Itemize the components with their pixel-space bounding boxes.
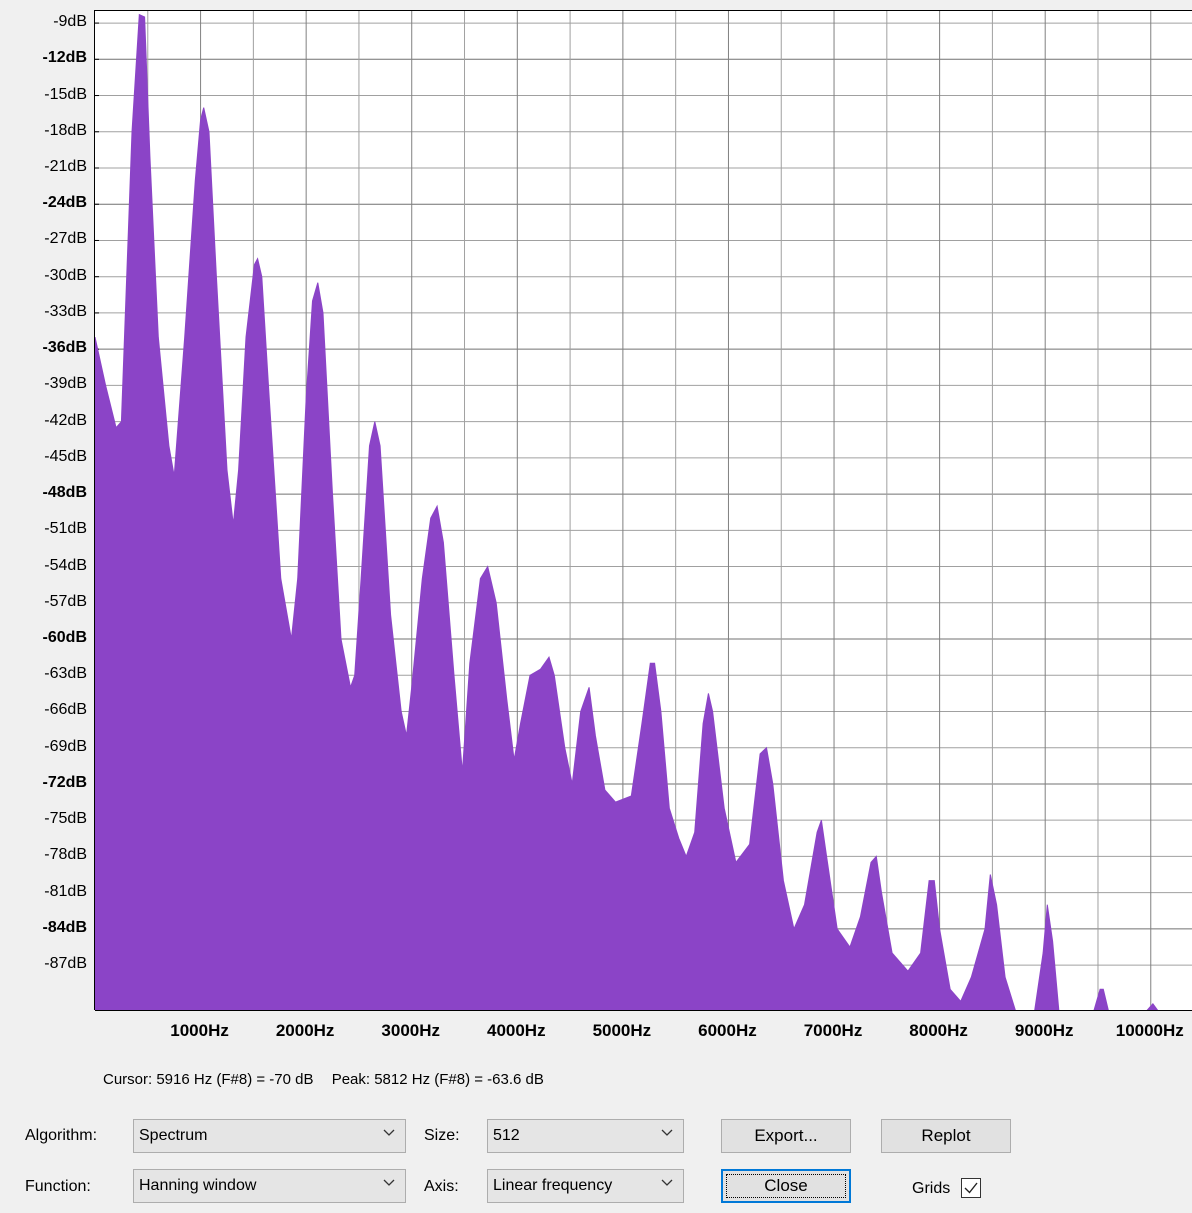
y-tick-label: -15dB [44, 85, 87, 103]
y-tick-label: -30dB [44, 266, 87, 284]
y-tick-label: -87dB [44, 955, 87, 973]
x-tick-label: 8000Hz [909, 1021, 968, 1040]
focus-rectangle [726, 1174, 846, 1198]
size-select[interactable]: 512 [487, 1119, 684, 1153]
y-tick-label: -42dB [44, 411, 87, 429]
status-line: Cursor: 5916 Hz (F#8) = -70 dB Peak: 581… [103, 1071, 558, 1088]
y-tick-label: -63dB [44, 665, 87, 683]
function-label: Function: [25, 1178, 91, 1195]
y-tick-label: -24dB [42, 194, 87, 212]
y-tick-label: -57dB [44, 592, 87, 610]
size-label: Size: [424, 1127, 460, 1144]
cursor-readout: Cursor: 5916 Hz (F#8) = -70 dB [103, 1071, 314, 1088]
algorithm-select[interactable]: Spectrum [133, 1119, 406, 1153]
replot-button[interactable]: Replot [881, 1119, 1011, 1153]
close-button[interactable]: Close [721, 1169, 851, 1203]
y-tick-label: -66dB [44, 701, 87, 719]
y-tick-label: -69dB [44, 737, 87, 755]
y-tick-label: -75dB [44, 810, 87, 828]
function-value: Hanning window [139, 1177, 257, 1194]
y-tick-label: -84dB [42, 918, 87, 936]
grids-checkbox[interactable] [961, 1178, 981, 1198]
y-tick-label: -12dB [42, 49, 87, 67]
x-tick-label: 5000Hz [592, 1021, 652, 1040]
algorithm-value: Spectrum [139, 1127, 208, 1144]
y-tick-label: -78dB [44, 846, 87, 864]
y-tick-label: -72dB [42, 773, 87, 791]
grids-label: Grids [912, 1180, 951, 1197]
y-tick-label: -27dB [44, 230, 87, 248]
x-tick-label: 10000Hz [1115, 1021, 1184, 1040]
function-select[interactable]: Hanning window [133, 1169, 406, 1203]
spectrum-svg [95, 11, 1192, 1011]
x-tick-label: 2000Hz [275, 1021, 335, 1040]
algorithm-label: Algorithm: [25, 1127, 98, 1144]
y-tick-label: -36dB [42, 339, 87, 357]
x-tick-label: 9000Hz [1014, 1021, 1074, 1040]
y-tick-label: -33dB [44, 302, 87, 320]
axis-select[interactable]: Linear frequency [487, 1169, 684, 1203]
x-tick-label: 7000Hz [803, 1021, 863, 1040]
chevron-down-icon [661, 1129, 673, 1136]
spectrum-area [95, 13, 1192, 1011]
checkmark-icon [964, 1182, 978, 1194]
axis-value: Linear frequency [493, 1177, 613, 1194]
y-tick-label: -18dB [44, 121, 87, 139]
chevron-down-icon [383, 1179, 395, 1186]
y-tick-label: -54dB [44, 556, 87, 574]
close-button-label: Close [764, 1176, 808, 1195]
export-button[interactable]: Export... [721, 1119, 851, 1153]
y-tick-label: -48dB [42, 484, 87, 502]
y-tick-label: -9dB [53, 13, 87, 31]
x-tick-label: 1000Hz [170, 1021, 229, 1040]
y-tick-label: -39dB [44, 375, 87, 393]
chevron-down-icon [661, 1179, 673, 1186]
size-value: 512 [493, 1127, 520, 1144]
x-tick-label: 3000Hz [381, 1021, 441, 1040]
peak-readout: Peak: 5812 Hz (F#8) = -63.6 dB [331, 1071, 544, 1088]
x-tick-label: 4000Hz [486, 1021, 546, 1040]
y-tick-label: -51dB [44, 520, 87, 538]
y-tick-label: -81dB [44, 882, 87, 900]
spectrum-plot[interactable] [94, 10, 1192, 1011]
x-tick-label: 6000Hz [698, 1021, 757, 1040]
y-tick-label: -45dB [44, 447, 87, 465]
y-tick-label: -60dB [42, 629, 87, 647]
chevron-down-icon [383, 1129, 395, 1136]
axis-label: Axis: [424, 1178, 459, 1195]
y-tick-label: -21dB [44, 158, 87, 175]
